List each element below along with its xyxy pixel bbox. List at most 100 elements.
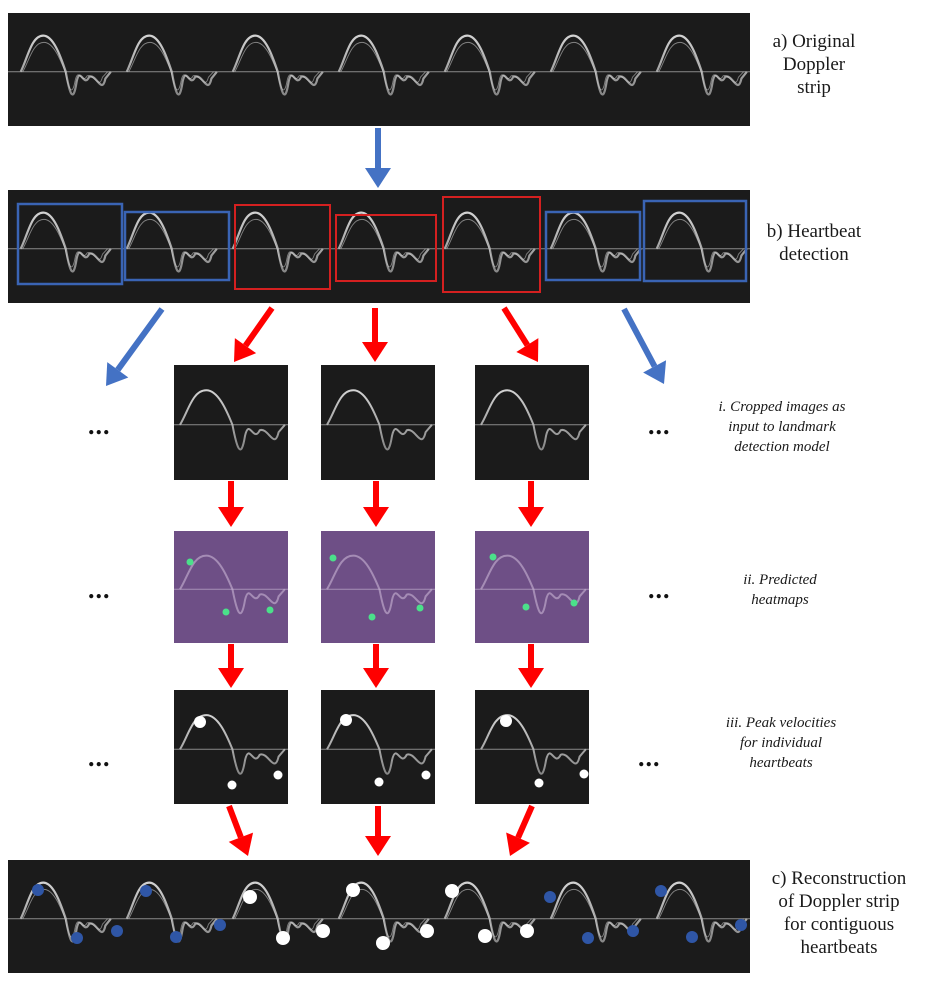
arrow-detection-to-crop-1 <box>234 306 275 362</box>
label-line: input to landmark <box>728 419 836 435</box>
heatmap-landmark-1-3 <box>266 606 274 614</box>
predicted-heatmap-1 <box>174 531 288 643</box>
peak-velocity-marker-1-3 <box>273 770 283 780</box>
heatmap-landmark-1-2 <box>222 608 230 616</box>
arrow-heatmap-to-peaks-2-head <box>363 668 389 688</box>
heartbeat-box-2-blue <box>123 210 231 282</box>
label-line: heartbeats <box>800 937 878 958</box>
arrow-peaks-to-reconstruction-1 <box>226 804 254 856</box>
reconstruction-marker-white-6 <box>420 924 434 938</box>
arrow-peaks-to-reconstruction-1-shaft <box>226 804 244 839</box>
reconstructed-doppler-strip-waveform-texture <box>446 888 532 938</box>
cropped-heartbeat-2 <box>321 365 435 480</box>
label-reconstruction: c) Reconstruction of Doppler strip for c… <box>752 867 926 959</box>
reconstructed-doppler-strip-waveform-texture <box>552 888 638 938</box>
peak-velocity-marker-1-1 <box>194 716 206 728</box>
label-line: strip <box>797 77 831 98</box>
detection-doppler-strip-waveform-texture <box>658 218 744 268</box>
detection-doppler-strip-waveform-texture <box>552 218 638 268</box>
reconstructed-doppler-strip-waveform-texture <box>658 888 744 938</box>
predicted-heatmap-2-waveform <box>326 554 433 615</box>
ellipsis-right-row-1: ... <box>648 411 671 440</box>
reconstructed-doppler-strip-waveform-texture <box>340 888 426 938</box>
arrow-detection-out-right <box>621 307 667 384</box>
label-predicted-heatmaps: ii. Predicted heatmaps <box>700 570 860 610</box>
original-doppler-strip-waveform-texture <box>128 41 214 91</box>
arrow-detection-to-crop-1-shaft <box>243 306 275 348</box>
reconstruction-marker-blue-7 <box>544 891 556 903</box>
arrow-crop-to-heatmap-3 <box>518 481 544 527</box>
detection-doppler-strip-waveform-texture <box>128 218 214 268</box>
peak-velocity-image-2-waveform <box>326 714 433 775</box>
label-line: heartbeats <box>749 755 813 771</box>
arrow-strip-to-detection-head <box>365 168 391 188</box>
label-line: of Doppler strip <box>778 891 900 912</box>
arrow-crop-to-heatmap-1 <box>218 481 244 527</box>
original-doppler-strip-waveform-texture <box>658 41 744 91</box>
reconstructed-doppler-strip-background <box>8 860 750 973</box>
reconstruction-marker-blue-8 <box>582 932 594 944</box>
cropped-heartbeat-3-waveform <box>480 389 587 451</box>
arrow-heatmap-to-peaks-1-head <box>218 668 244 688</box>
label-line: a) Original <box>772 31 856 52</box>
label-heartbeat-detection: b) Heartbeat detection <box>752 220 876 266</box>
heatmap-landmark-2-2 <box>368 613 376 621</box>
original-doppler-strip-waveform-texture <box>340 41 426 91</box>
reconstruction-marker-white-3 <box>316 924 330 938</box>
heartbeat-box-6-blue <box>544 210 642 282</box>
heatmap-landmark-3-3 <box>570 599 578 607</box>
label-line: detection model <box>734 439 830 455</box>
peak-velocity-marker-2-2 <box>374 777 384 787</box>
label-line: for contiguous <box>783 914 895 935</box>
label-line: ii. Predicted <box>743 572 817 588</box>
label-line: c) Reconstruction <box>771 868 907 889</box>
peak-velocity-marker-3-1 <box>500 715 512 727</box>
heatmap-landmark-1-1 <box>186 558 194 566</box>
reconstruction-marker-white-2 <box>276 931 290 945</box>
original-doppler-strip-waveform-texture <box>234 41 320 91</box>
reconstruction-marker-blue-1 <box>32 884 44 896</box>
reconstruction-marker-blue-10 <box>655 885 667 897</box>
arrow-detection-to-crop-2 <box>362 308 388 362</box>
reconstruction-marker-blue-11 <box>686 931 698 943</box>
detection-doppler-strip-background <box>8 190 750 303</box>
peak-velocity-marker-3-2 <box>534 778 544 788</box>
peak-velocity-image-2 <box>321 690 435 804</box>
detection-doppler-strip-waveform-texture <box>340 218 426 268</box>
ellipsis-left-row-1: ... <box>88 411 111 440</box>
ellipsis-right-row-2: ... <box>648 575 671 604</box>
peak-velocity-marker-1-2 <box>227 780 237 790</box>
reconstruction-marker-white-5 <box>376 936 390 950</box>
arrow-heatmap-to-peaks-1 <box>218 644 244 688</box>
label-line: i. Cropped images as <box>718 399 846 415</box>
arrow-detection-to-crop-3 <box>501 306 539 362</box>
detection-doppler-strip-waveform-texture <box>234 218 320 268</box>
label-line: b) Heartbeat <box>766 221 862 242</box>
arrow-detection-out-left <box>106 307 165 386</box>
reconstruction-marker-white-4 <box>346 883 360 897</box>
arrow-peaks-to-reconstruction-3-head <box>506 832 530 856</box>
label-line: detection <box>779 244 849 265</box>
label-cropped-images: i. Cropped images as input to landmark d… <box>676 397 888 457</box>
peak-velocity-marker-3-3 <box>579 769 589 779</box>
arrow-detection-to-crop-1-head <box>234 338 257 362</box>
heartbeat-box-7-blue <box>642 199 748 283</box>
cropped-heartbeat-1-waveform <box>179 389 286 451</box>
heatmap-landmark-2-3 <box>416 604 424 612</box>
reconstruction-marker-white-8 <box>478 929 492 943</box>
heatmap-landmark-2-1 <box>329 554 337 562</box>
label-line: for individual <box>739 735 823 751</box>
label-line: Doppler <box>782 54 846 75</box>
label-line: iii. Peak velocities <box>725 715 837 731</box>
predicted-heatmap-3 <box>475 531 589 643</box>
ellipsis-right-row-3: ... <box>638 743 661 772</box>
arrow-detection-out-left-head <box>106 362 129 386</box>
cropped-heartbeat-1 <box>174 365 288 480</box>
arrow-crop-to-heatmap-2-head <box>363 507 389 527</box>
heatmap-landmark-3-2 <box>522 603 530 611</box>
reconstruction-marker-blue-4 <box>140 885 152 897</box>
ellipsis-left-row-2: ... <box>88 575 111 604</box>
predicted-heatmap-2 <box>321 531 435 643</box>
arrow-peaks-to-reconstruction-3 <box>506 804 535 856</box>
arrow-peaks-to-reconstruction-2-head <box>365 836 391 856</box>
